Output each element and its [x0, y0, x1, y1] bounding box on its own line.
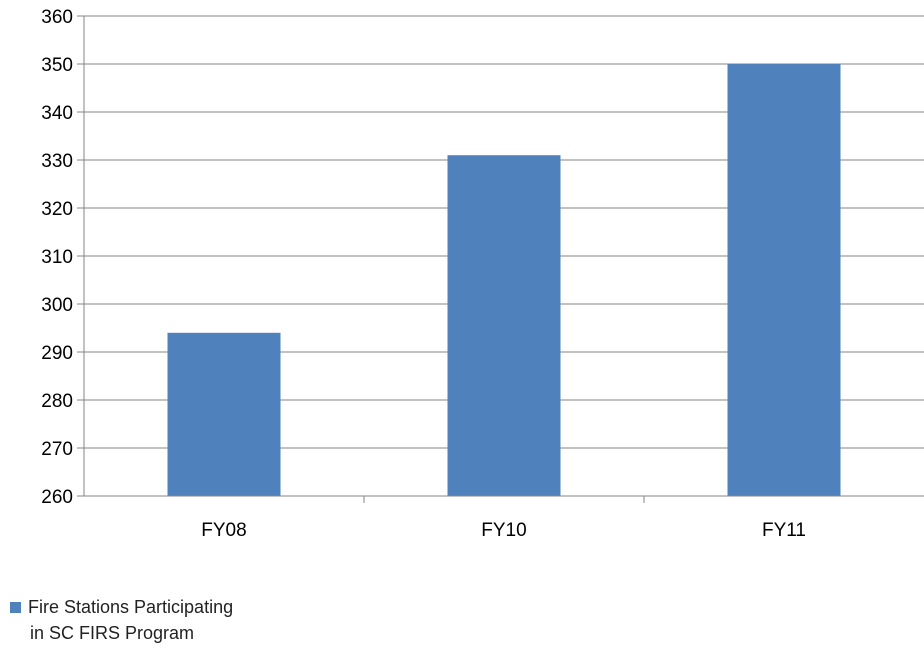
legend-label-line2: in SC FIRS Program — [30, 623, 195, 643]
y-tick-label: 300 — [41, 295, 73, 316]
y-tick-label: 320 — [41, 199, 73, 220]
y-tick-label: 270 — [41, 439, 73, 460]
x-tick-label: FY11 — [762, 520, 806, 541]
legend-swatch — [10, 601, 21, 613]
y-tick-label: 260 — [41, 487, 73, 508]
bars — [167, 64, 841, 496]
legend-entry: Fire Stations Participating — [10, 594, 233, 620]
y-tick-label: 290 — [41, 343, 73, 364]
bar-fy10 — [447, 155, 561, 496]
legend: Fire Stations Participating in SC FIRS P… — [10, 594, 233, 646]
x-tick-label: FY10 — [481, 520, 526, 541]
legend-label-line1: Fire Stations Participating — [28, 597, 234, 617]
axes — [77, 15, 924, 503]
y-tick-labels: 260 270 280 290 300 310 320 330 340 350 360 — [41, 7, 73, 508]
bar-fy08 — [167, 332, 281, 496]
bar-fy11 — [727, 64, 841, 496]
y-tick-label: 360 — [41, 7, 73, 28]
x-tick-label: FY08 — [201, 520, 246, 541]
y-tick-label: 280 — [41, 391, 73, 412]
y-tick-label: 330 — [41, 151, 73, 172]
y-tick-label: 310 — [41, 247, 73, 268]
y-tick-label: 340 — [41, 103, 73, 124]
x-tick-labels: FY08 FY10 FY11 — [201, 520, 806, 541]
y-tick-label: 350 — [41, 55, 73, 76]
